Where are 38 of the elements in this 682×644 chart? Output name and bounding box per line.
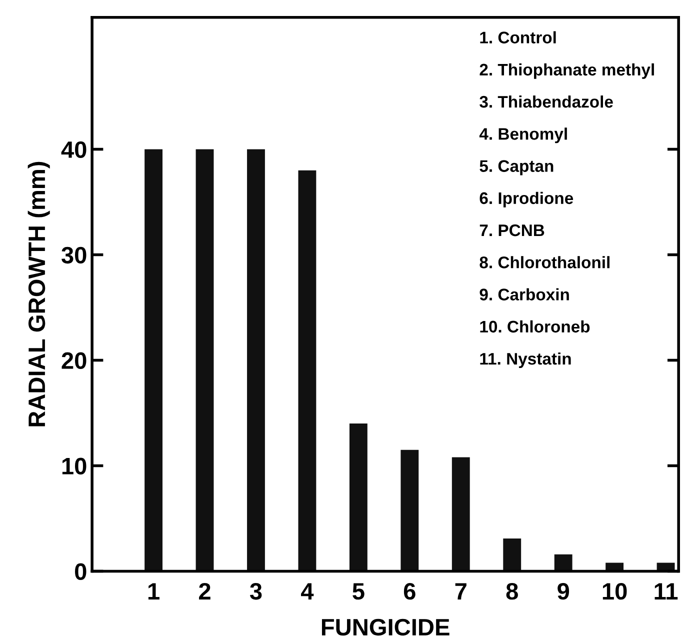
- x-axis-title: FUNGICIDE: [322, 618, 450, 636]
- x-tick-label: 8: [506, 582, 518, 600]
- bar: [554, 554, 572, 572]
- x-tick-label: 5: [352, 583, 364, 600]
- annotation: 9. Carboxin: [480, 288, 569, 300]
- bar: [196, 149, 214, 572]
- annotation: 2. Thiophanate methyl: [480, 63, 654, 79]
- annotation: 10. Chloroneb: [480, 320, 590, 333]
- x-tick-label: 2: [199, 582, 210, 600]
- bar: [452, 457, 470, 572]
- x-tick-label: 4: [301, 583, 314, 600]
- y-tick-label: 30: [61, 246, 86, 264]
- x-tick-label: 9: [558, 582, 570, 600]
- x-tick-label: 3: [250, 582, 262, 600]
- y-tick-label: 10: [62, 458, 86, 475]
- annotation: 8. Chlorothalonil: [480, 256, 610, 268]
- y-tick-label: 40: [61, 141, 86, 158]
- annotation: 1. Control: [480, 31, 556, 44]
- bar: [503, 538, 522, 572]
- bar: [349, 424, 368, 572]
- annotation: 5. Captan: [480, 160, 554, 176]
- x-tick-label: 11: [654, 583, 678, 600]
- x-tick-label: 10: [602, 582, 627, 600]
- bar: [247, 149, 265, 572]
- x-tick-label: 7: [455, 583, 466, 600]
- bar: [400, 450, 419, 572]
- annotation: 7. PCNB: [480, 224, 544, 236]
- y-tick-label: 0: [75, 563, 86, 580]
- y-axis-title: RADIAL GROWTH (mm): [28, 162, 50, 426]
- annotation: 4. Benomyl: [479, 128, 567, 144]
- bar: [144, 149, 163, 572]
- x-tick-label: 1: [148, 583, 160, 600]
- x-tick-label: 6: [404, 582, 416, 600]
- bar: [298, 170, 316, 572]
- annotation: 3. Thiabendazole: [480, 95, 613, 108]
- annotation: 11. Nystatin: [480, 352, 571, 368]
- y-tick-label: 20: [62, 352, 86, 370]
- annotation: 6. Iprodione: [480, 192, 574, 208]
